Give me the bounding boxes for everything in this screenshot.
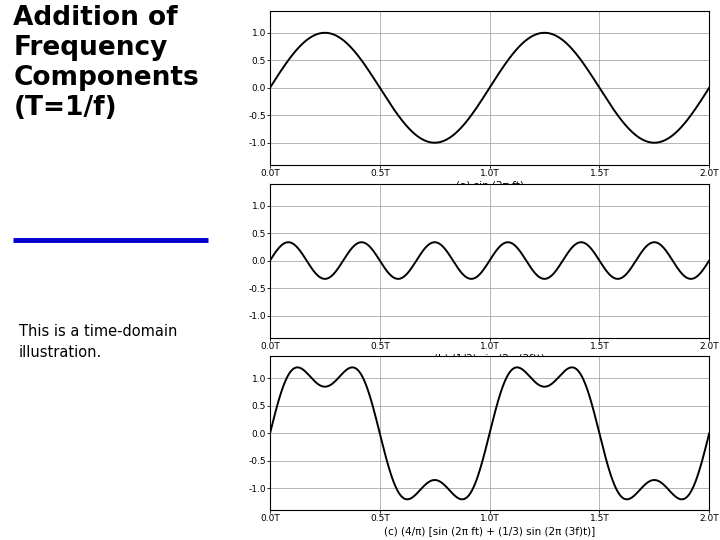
X-axis label: (b) (1/3) sin (2π (3f)t): (b) (1/3) sin (2π (3f)t) xyxy=(434,354,545,363)
Text: Addition of
Frequency
Components
(T=1/f): Addition of Frequency Components (T=1/f) xyxy=(14,5,199,122)
X-axis label: (c) (4/π) [sin (2π ft) + (1/3) sin (2π (3f)t)]: (c) (4/π) [sin (2π ft) + (1/3) sin (2π (… xyxy=(384,526,595,536)
Text: This is a time-domain
illustration.: This is a time-domain illustration. xyxy=(19,324,177,360)
X-axis label: (a) sin (2π ft): (a) sin (2π ft) xyxy=(456,181,523,191)
